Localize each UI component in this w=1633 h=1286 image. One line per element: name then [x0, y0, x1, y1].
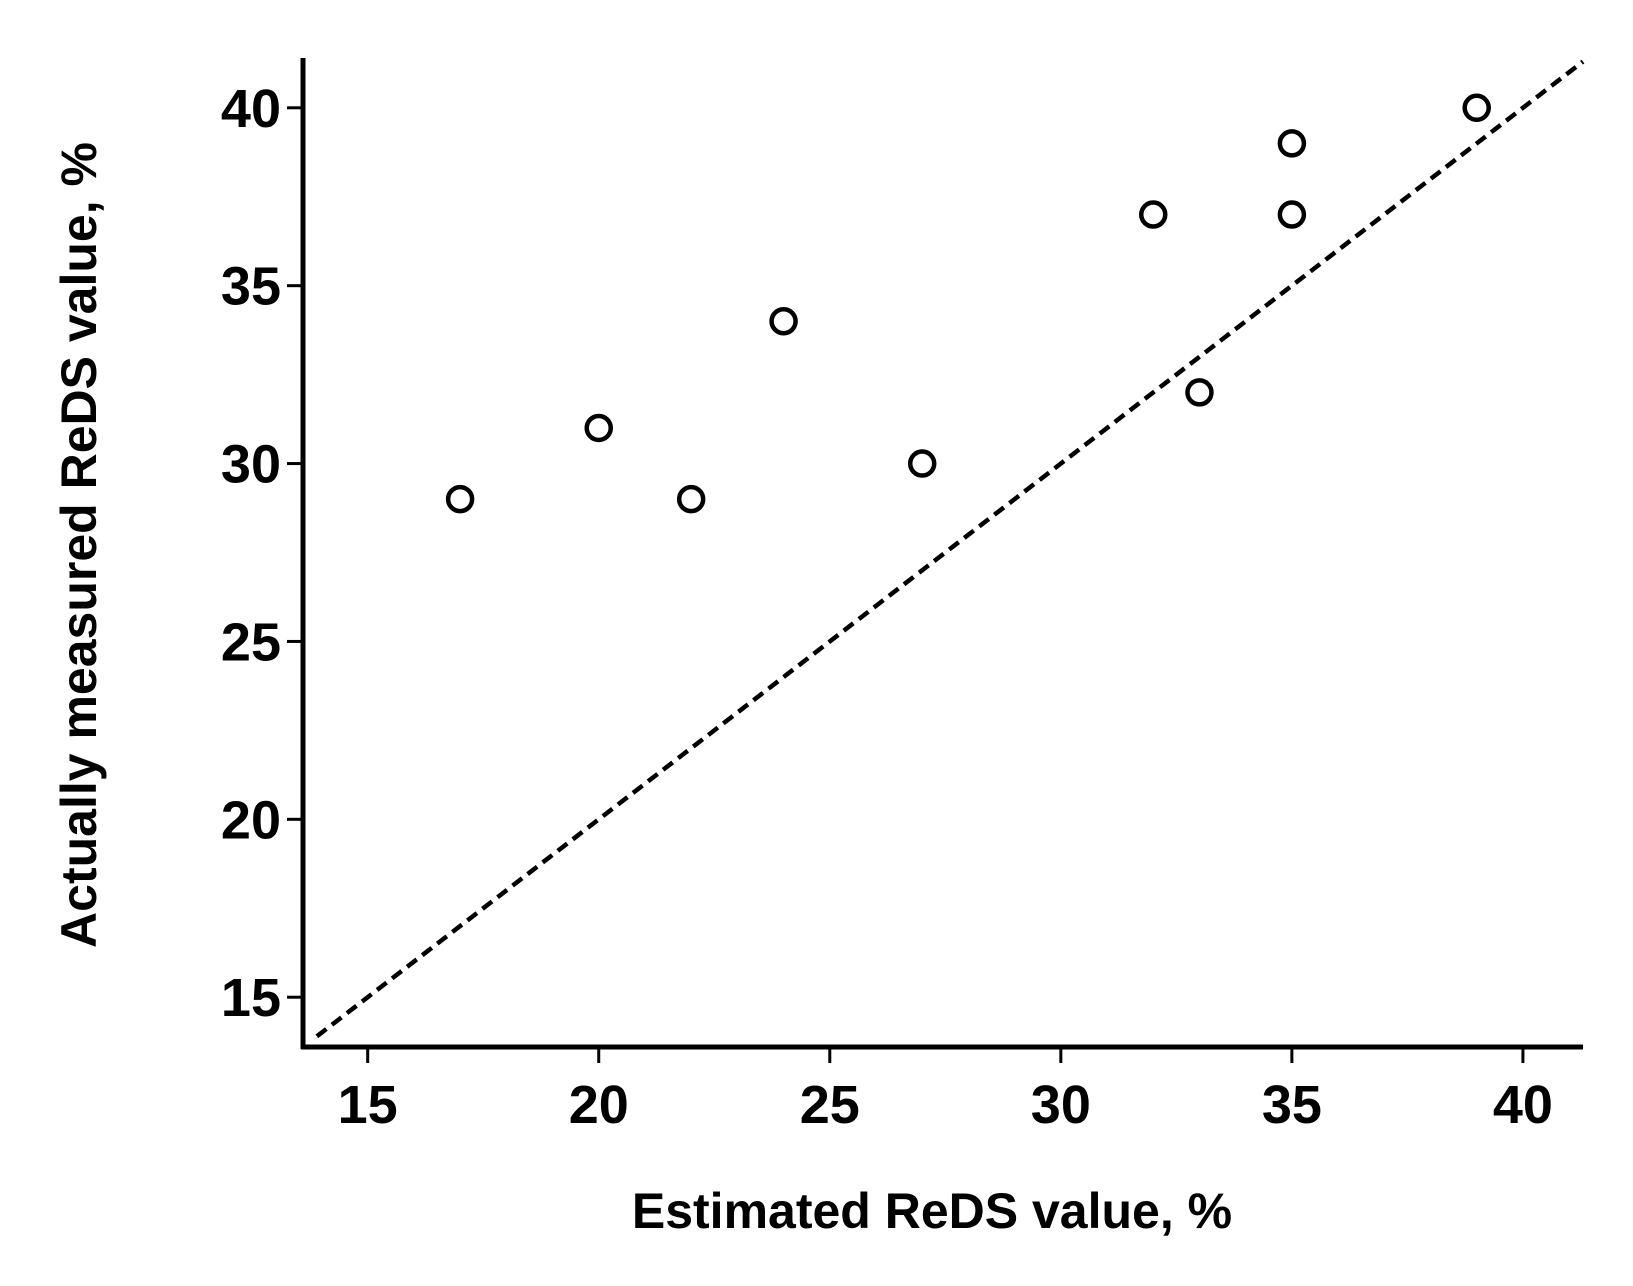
data-point [1277, 129, 1307, 158]
data-point [445, 484, 475, 514]
data-point [1277, 200, 1307, 229]
x-tick-label: 40 [1493, 1075, 1553, 1135]
x-tick-label: 25 [800, 1075, 860, 1135]
data-point [1462, 93, 1491, 123]
axes [300, 58, 1583, 1050]
identity-reference-line [315, 59, 1585, 1039]
y-axis-ticks: 15 20 25 30 35 40 [221, 79, 303, 1028]
x-tick-label: 20 [569, 1075, 629, 1135]
data-point [1139, 200, 1168, 229]
reference-line-layer [315, 59, 1585, 1039]
data-points [445, 93, 1491, 514]
data-point [1185, 378, 1214, 407]
y-tick-label: 40 [221, 79, 281, 139]
data-point [907, 449, 937, 478]
y-tick-label: 25 [221, 612, 281, 672]
y-tick-label: 15 [221, 968, 281, 1028]
y-axis-title: Actually measured ReDS value, % [51, 142, 107, 948]
data-point [769, 307, 798, 336]
x-axis-title: Estimated ReDS value, % [632, 1183, 1232, 1239]
y-tick-label: 30 [221, 435, 281, 495]
x-tick-label: 30 [1031, 1075, 1091, 1135]
x-tick-label: 35 [1262, 1075, 1322, 1135]
data-point [676, 484, 706, 514]
y-tick-label: 35 [221, 257, 281, 317]
data-point [584, 413, 613, 443]
x-tick-label: 15 [338, 1075, 398, 1135]
y-tick-label: 20 [221, 790, 281, 850]
x-axis-ticks: 15 20 25 30 35 40 [338, 1047, 1553, 1135]
